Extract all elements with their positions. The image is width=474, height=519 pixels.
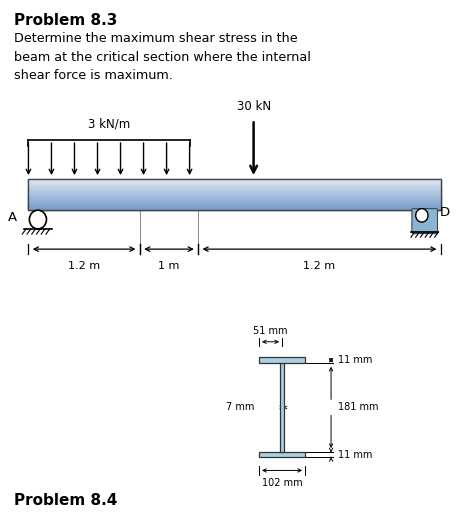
Bar xyxy=(28,180,441,181)
Bar xyxy=(28,190,441,191)
Bar xyxy=(28,182,441,183)
Bar xyxy=(259,358,305,363)
Bar xyxy=(28,199,441,200)
Bar xyxy=(28,193,441,194)
Bar xyxy=(28,189,441,190)
Bar xyxy=(28,183,441,184)
Text: 3 kN/m: 3 kN/m xyxy=(88,118,130,131)
Bar xyxy=(28,206,441,207)
Text: 51 mm: 51 mm xyxy=(253,325,288,336)
Bar xyxy=(28,185,441,186)
Bar xyxy=(28,179,441,180)
Bar xyxy=(28,193,441,194)
Bar xyxy=(28,200,441,201)
Text: 1 m: 1 m xyxy=(158,261,180,270)
Bar xyxy=(259,452,305,457)
Bar xyxy=(28,205,441,206)
Bar xyxy=(28,190,441,192)
Text: 11 mm: 11 mm xyxy=(338,355,373,365)
Bar xyxy=(28,204,441,205)
Text: 181 mm: 181 mm xyxy=(338,402,379,413)
Bar xyxy=(28,197,441,198)
Text: 1.2 m: 1.2 m xyxy=(68,261,100,270)
Bar xyxy=(28,182,441,183)
Bar xyxy=(28,202,441,203)
Bar xyxy=(28,208,441,209)
Bar xyxy=(28,206,441,207)
Bar xyxy=(28,192,441,193)
Text: A: A xyxy=(8,211,17,225)
Bar xyxy=(28,196,441,197)
Bar xyxy=(28,191,441,192)
Bar xyxy=(28,192,441,193)
Bar xyxy=(28,188,441,189)
Bar xyxy=(28,195,441,196)
Text: D: D xyxy=(440,206,450,220)
Bar xyxy=(28,196,441,197)
Bar xyxy=(28,181,441,182)
Bar xyxy=(28,196,441,197)
Bar xyxy=(28,204,441,206)
Bar xyxy=(28,187,441,188)
Bar xyxy=(28,207,441,208)
Bar xyxy=(28,193,441,194)
Bar xyxy=(28,188,441,189)
Text: 1.2 m: 1.2 m xyxy=(303,261,336,270)
Bar xyxy=(28,181,441,182)
Bar xyxy=(28,207,441,208)
Bar xyxy=(28,198,441,199)
Bar xyxy=(28,186,441,187)
Bar xyxy=(281,363,283,452)
Bar xyxy=(28,208,441,209)
Bar xyxy=(28,209,441,210)
Text: Determine the maximum shear stress in the
beam at the critical section where the: Determine the maximum shear stress in th… xyxy=(14,32,311,82)
Bar xyxy=(28,184,441,185)
Circle shape xyxy=(416,209,428,222)
Bar xyxy=(28,197,441,198)
Bar xyxy=(28,203,441,204)
Bar xyxy=(28,199,441,200)
Bar xyxy=(28,204,441,205)
Text: 11 mm: 11 mm xyxy=(338,450,373,460)
Text: 30 kN: 30 kN xyxy=(237,100,271,113)
Bar xyxy=(28,179,441,210)
Bar xyxy=(28,187,441,188)
Bar xyxy=(28,179,441,180)
Bar xyxy=(28,180,441,181)
Bar xyxy=(28,183,441,184)
Bar xyxy=(28,209,441,210)
Bar xyxy=(28,200,441,201)
Bar xyxy=(28,195,441,196)
Text: 102 mm: 102 mm xyxy=(262,478,302,488)
Bar xyxy=(28,198,441,199)
Bar xyxy=(28,202,441,203)
Bar xyxy=(28,201,441,202)
Circle shape xyxy=(29,210,46,229)
Bar xyxy=(28,192,441,193)
Text: 7 mm: 7 mm xyxy=(226,402,255,413)
Bar xyxy=(28,201,441,202)
Bar xyxy=(28,194,441,195)
Bar xyxy=(28,184,441,185)
Bar xyxy=(28,203,441,204)
FancyBboxPatch shape xyxy=(412,209,438,234)
Bar xyxy=(28,206,441,207)
Text: Problem 8.3: Problem 8.3 xyxy=(14,13,118,28)
Text: Problem 8.4: Problem 8.4 xyxy=(14,493,118,508)
Bar xyxy=(28,199,441,200)
Bar xyxy=(28,185,441,186)
Bar xyxy=(28,202,441,203)
Bar xyxy=(28,201,441,202)
Bar xyxy=(28,207,441,208)
Bar xyxy=(28,194,441,195)
Bar xyxy=(28,185,441,186)
Bar xyxy=(28,179,441,180)
Bar xyxy=(28,198,441,199)
Bar xyxy=(28,195,441,196)
Bar xyxy=(28,189,441,190)
Bar xyxy=(28,186,441,187)
